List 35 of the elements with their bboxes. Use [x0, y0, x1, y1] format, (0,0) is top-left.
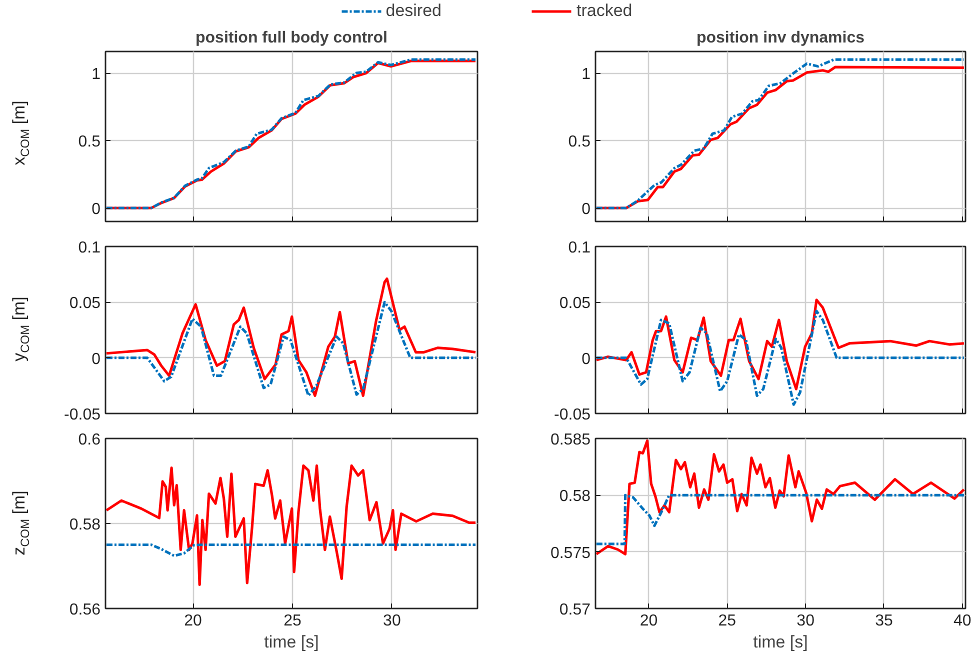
- x-axis-title: time [s]: [753, 632, 808, 652]
- y-tick-label: -0.05: [64, 406, 101, 424]
- x-tick-label: 40: [953, 612, 972, 630]
- x-tick-label: 20: [184, 612, 202, 630]
- y-tick-label: -0.05: [554, 406, 591, 424]
- y-tick-label: 0.585: [550, 432, 591, 448]
- x-tick-label: 25: [284, 612, 302, 630]
- y-tick-label: 0: [92, 350, 101, 368]
- y-tick-label: 0: [92, 201, 101, 218]
- y-tick-label: 0.1: [568, 240, 591, 256]
- y-tick-label: 0.05: [69, 295, 101, 312]
- y-tick-label: 0.56: [69, 602, 101, 618]
- y-tick-label: 0.575: [550, 544, 591, 562]
- x-tick-label: 30: [796, 612, 815, 630]
- chart-title: position inv dynamics: [696, 30, 865, 46]
- x-tick-label: 20: [640, 612, 658, 630]
- x-tick-label: 35: [875, 612, 893, 630]
- y-tick-label: 0: [582, 350, 591, 368]
- y-tick-label: 0.6: [78, 432, 101, 448]
- y-tick-label: 0.5: [78, 134, 101, 151]
- chart-title: position full body control: [196, 30, 388, 46]
- y-tick-label: 0: [582, 201, 591, 218]
- y-tick-label: 0.05: [559, 295, 591, 312]
- legend-label: tracked: [576, 1, 632, 21]
- x-axis-title: time [s]: [264, 632, 319, 652]
- y-tick-label: 0.1: [78, 240, 101, 256]
- y-tick-label: 0.57: [559, 602, 591, 618]
- y-tick-label: 0.5: [568, 134, 591, 151]
- y-tick-label: 0.58: [559, 488, 591, 506]
- y-tick-label: 1: [92, 66, 101, 84]
- y-tick-label: 1: [582, 66, 591, 84]
- x-tick-label: 30: [383, 612, 401, 630]
- legend-label: desired: [386, 1, 442, 21]
- y-tick-label: 0.58: [69, 516, 101, 534]
- x-tick-label: 25: [718, 612, 736, 630]
